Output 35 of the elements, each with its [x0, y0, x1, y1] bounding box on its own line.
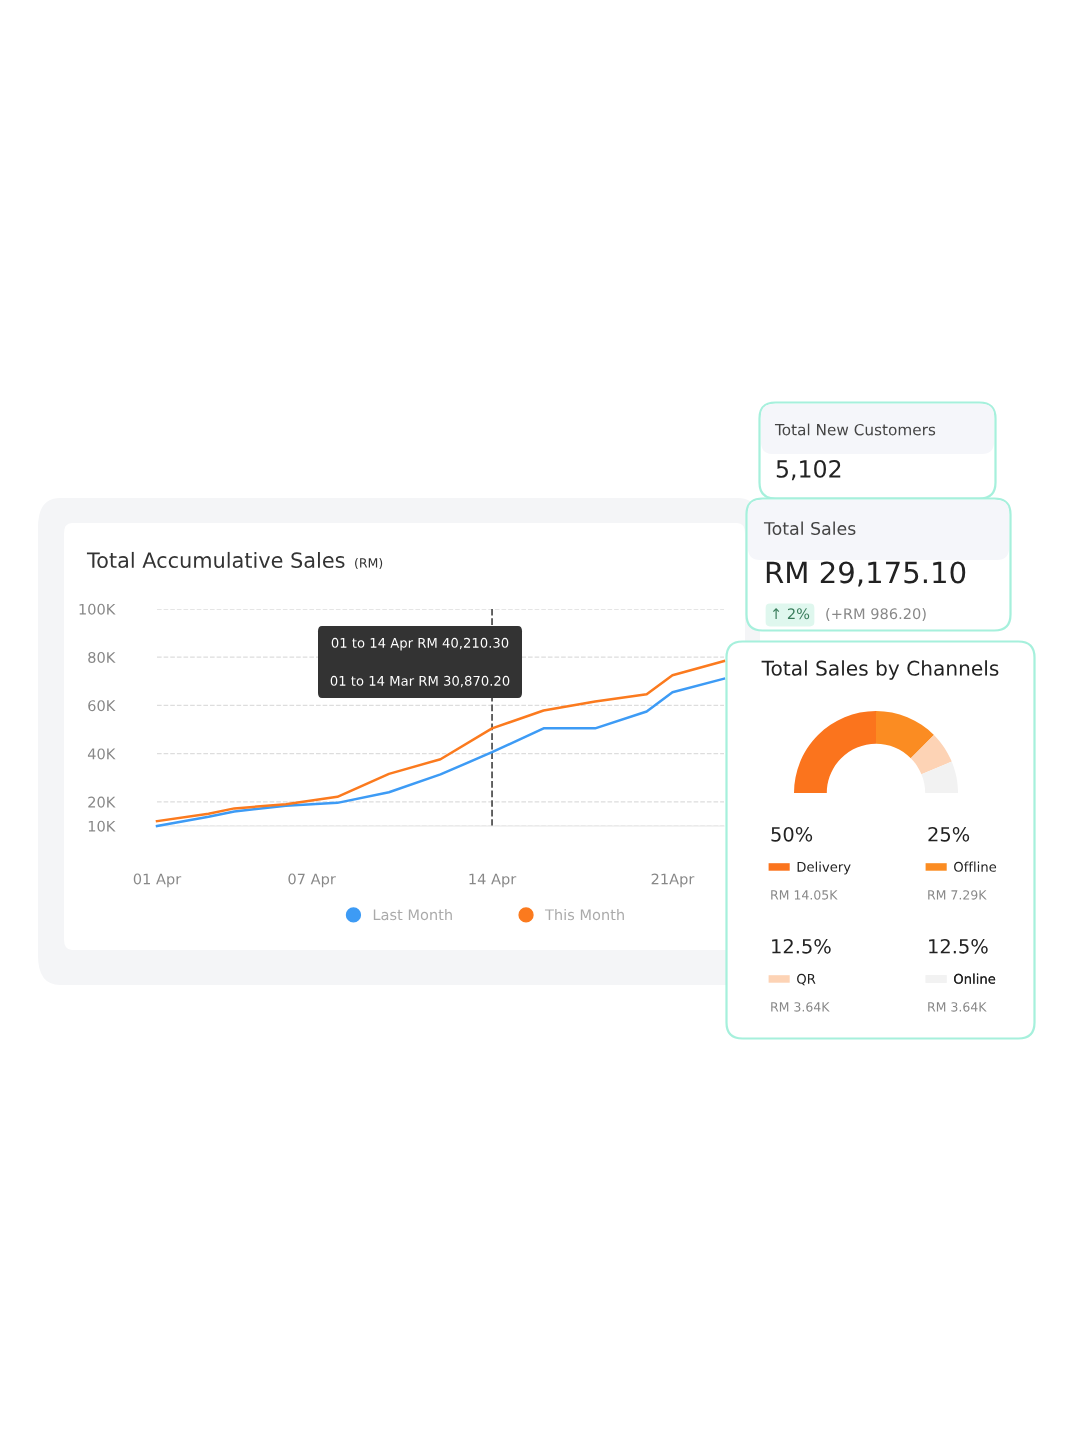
chart-title: Total Accumulative Sales: [86, 551, 345, 569]
data-label: 12.5%: [929, 938, 988, 954]
x-tick-label: 01 Apr: [133, 873, 182, 888]
chart-subtitle: (RM): [355, 557, 383, 570]
x-tick-label: 07 Apr: [288, 873, 336, 888]
text: ↑ 2%: [772, 608, 810, 620]
legend-label: Offline: [954, 861, 997, 872]
text: (+RM 986.20): [826, 607, 926, 621]
text: RM 7.29K: [928, 890, 987, 900]
chart-title: Total Sales by Channels: [761, 660, 999, 680]
y-tick-label: 100K: [79, 603, 116, 615]
annotation: 01 to 14 Apr RM 40,210.30: [331, 637, 509, 651]
legend-label: Online: [954, 973, 996, 984]
y-tick-label: 40K: [87, 748, 116, 760]
legend-label: This Month: [544, 908, 624, 921]
data-label: 25%: [928, 826, 970, 842]
y-tick-label: 10K: [88, 820, 116, 832]
legend-label: Delivery: [797, 861, 851, 875]
data-label: 12.5%: [772, 938, 831, 954]
x-tick-label: 14 Apr: [469, 873, 517, 888]
annotation: 01 to 14 Mar RM 30,870.20: [330, 675, 510, 688]
x-tick-label: 21Apr: [651, 873, 695, 888]
legend-label: QR: [797, 973, 816, 986]
y-tick-label: 20K: [88, 796, 116, 808]
y-tick-label: 80K: [88, 651, 116, 663]
text: RM 3.64K: [928, 1002, 987, 1012]
y-tick-label: 60K: [88, 700, 116, 712]
legend-label: Last Month: [373, 908, 452, 921]
text: Total New Customers: [774, 423, 936, 436]
text: RM 29,175.10: [766, 561, 966, 587]
data-label: 50%: [771, 826, 813, 842]
text: RM 3.64K: [771, 1002, 830, 1012]
text: 5,102: [776, 459, 841, 481]
text: Total Sales: [763, 521, 856, 536]
text: RM 14.05K: [771, 890, 838, 900]
